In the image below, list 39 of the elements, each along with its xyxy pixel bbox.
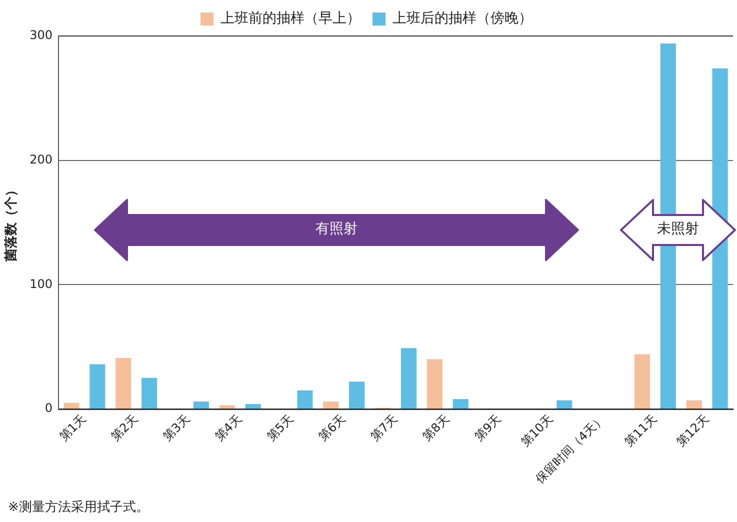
x-tick-label: 第7天 xyxy=(368,412,400,444)
y-tick-label: 200 xyxy=(30,152,53,166)
bar xyxy=(400,348,417,409)
bar xyxy=(116,358,132,409)
y-tick-label: 0 xyxy=(44,401,53,416)
y-axis-title: 菌落数（个） xyxy=(4,184,20,263)
x-tick-label: 第2天 xyxy=(108,412,141,444)
y-tick-label: 100 xyxy=(30,276,53,291)
bar xyxy=(90,364,106,409)
bar xyxy=(349,382,365,409)
bar xyxy=(297,390,313,409)
legend-label: 上班后的抽样（傍晚） xyxy=(392,10,532,27)
y-tick-label: 300 xyxy=(30,28,53,42)
bar xyxy=(323,402,339,409)
x-tick-label: 第3天 xyxy=(160,412,193,444)
bar xyxy=(426,359,442,409)
x-tick-label: 第8天 xyxy=(420,412,452,444)
bar xyxy=(64,402,80,409)
bar xyxy=(686,400,702,409)
annotation: 未照射 xyxy=(656,220,700,238)
bar xyxy=(245,404,261,409)
x-tick-label: 第6天 xyxy=(316,412,348,444)
text: ※测量方法采用拭子式。 xyxy=(8,499,149,516)
x-tick-label: 第9天 xyxy=(472,412,504,444)
bar xyxy=(193,402,209,409)
x-tick-label: 第12天 xyxy=(674,412,712,450)
x-tick-label: 第5天 xyxy=(264,412,296,444)
x-tick-label: 第1天 xyxy=(56,412,89,444)
bar xyxy=(634,354,650,409)
x-tick-label: 第4天 xyxy=(212,412,244,444)
bar xyxy=(219,405,235,409)
legend-label: 上班前的抽样（早上） xyxy=(220,10,360,27)
annotation: 有照射 xyxy=(314,220,358,238)
bar xyxy=(142,378,158,409)
bar xyxy=(556,400,572,409)
bar xyxy=(452,399,468,409)
x-tick-label: 第10天 xyxy=(518,412,556,450)
bar xyxy=(712,68,728,409)
x-tick-label: 第11天 xyxy=(622,412,660,450)
